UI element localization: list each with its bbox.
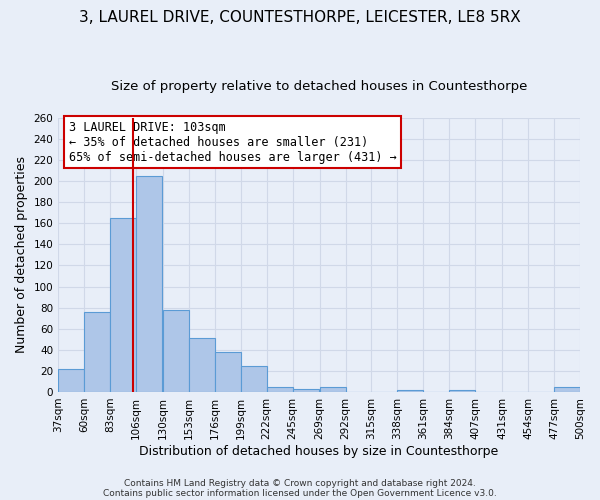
Bar — [397, 390, 424, 392]
Bar — [58, 369, 84, 392]
Bar — [293, 389, 319, 392]
Text: 3 LAUREL DRIVE: 103sqm
← 35% of detached houses are smaller (231)
65% of semi-de: 3 LAUREL DRIVE: 103sqm ← 35% of detached… — [68, 120, 397, 164]
Title: Size of property relative to detached houses in Countesthorpe: Size of property relative to detached ho… — [111, 80, 527, 93]
Bar — [266, 386, 293, 392]
X-axis label: Distribution of detached houses by size in Countesthorpe: Distribution of detached houses by size … — [139, 444, 499, 458]
Bar — [215, 352, 241, 392]
Bar — [554, 386, 580, 392]
Bar — [449, 390, 475, 392]
Bar — [189, 338, 215, 392]
Text: Contains HM Land Registry data © Crown copyright and database right 2024.: Contains HM Land Registry data © Crown c… — [124, 478, 476, 488]
Bar — [136, 176, 162, 392]
Y-axis label: Number of detached properties: Number of detached properties — [15, 156, 28, 354]
Bar — [241, 366, 266, 392]
Bar — [110, 218, 136, 392]
Bar — [320, 386, 346, 392]
Text: Contains public sector information licensed under the Open Government Licence v3: Contains public sector information licen… — [103, 488, 497, 498]
Bar — [163, 310, 189, 392]
Bar — [84, 312, 110, 392]
Text: 3, LAUREL DRIVE, COUNTESTHORPE, LEICESTER, LE8 5RX: 3, LAUREL DRIVE, COUNTESTHORPE, LEICESTE… — [79, 10, 521, 25]
